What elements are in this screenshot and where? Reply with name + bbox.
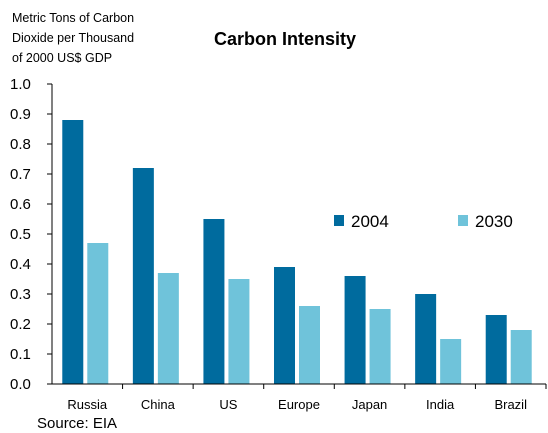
x-axis-categories: Russia China US Europe Japan India Brazil [67, 384, 547, 412]
y-tick-label: 0.2 [10, 316, 31, 333]
bars-group [62, 120, 532, 384]
y-tick-label: 0.3 [10, 286, 31, 303]
bar-2004-us [203, 219, 225, 384]
category-label: India [426, 397, 455, 412]
bar-2030-china [157, 273, 179, 384]
bar-2030-us [228, 279, 250, 384]
y-tick-label: 0.7 [10, 166, 31, 183]
y-tick-label: 0.4 [10, 256, 31, 273]
bar-2004-china [132, 168, 154, 384]
bar-2004-brazil [485, 315, 507, 384]
y-tick-label: 0.0 [10, 376, 31, 393]
y-axis-label-line: Dioxide per Thousand [12, 31, 134, 45]
y-tick-label: 0.8 [10, 136, 31, 153]
y-tick-label: 0.1 [10, 346, 31, 363]
y-tick-label: 0.6 [10, 196, 31, 213]
bar-2030-japan [369, 309, 391, 384]
legend-swatch [458, 215, 468, 226]
category-label: US [219, 397, 237, 412]
legend-label: 2004 [351, 212, 389, 231]
bar-2004-india [415, 294, 437, 384]
bar-2004-europe [274, 267, 295, 384]
y-axis-label-line: Metric Tons of Carbon [12, 11, 134, 25]
legend-swatch [334, 215, 344, 226]
legend: 2004 2030 [334, 212, 513, 231]
y-axis-label-line: of 2000 US$ GDP [12, 51, 112, 65]
chart-title: Carbon Intensity [214, 29, 356, 49]
y-axis-ticks: 0.0 0.1 0.2 0.3 0.4 0.5 0.6 0.7 0.8 0.9 1.0 [10, 76, 52, 393]
category-label: Europe [278, 397, 320, 412]
y-tick-label: 0.9 [10, 106, 31, 123]
category-label: Russia [67, 397, 108, 412]
category-label: Japan [352, 397, 387, 412]
bar-2030-brazil [510, 330, 532, 384]
legend-label: 2030 [475, 212, 513, 231]
bar-2030-india [440, 339, 462, 384]
bar-2030-russia [87, 243, 109, 384]
y-tick-label: 0.5 [10, 226, 31, 243]
bar-2004-russia [62, 120, 84, 384]
bar-2004-japan [344, 276, 366, 384]
bar-2030-europe [299, 306, 320, 384]
category-label: China [141, 397, 176, 412]
y-axis-label: Metric Tons of Carbon Dioxide per Thousa… [12, 11, 134, 65]
y-tick-label: 1.0 [10, 76, 31, 93]
source-note: Source: EIA [37, 415, 117, 432]
category-label: Brazil [494, 397, 527, 412]
